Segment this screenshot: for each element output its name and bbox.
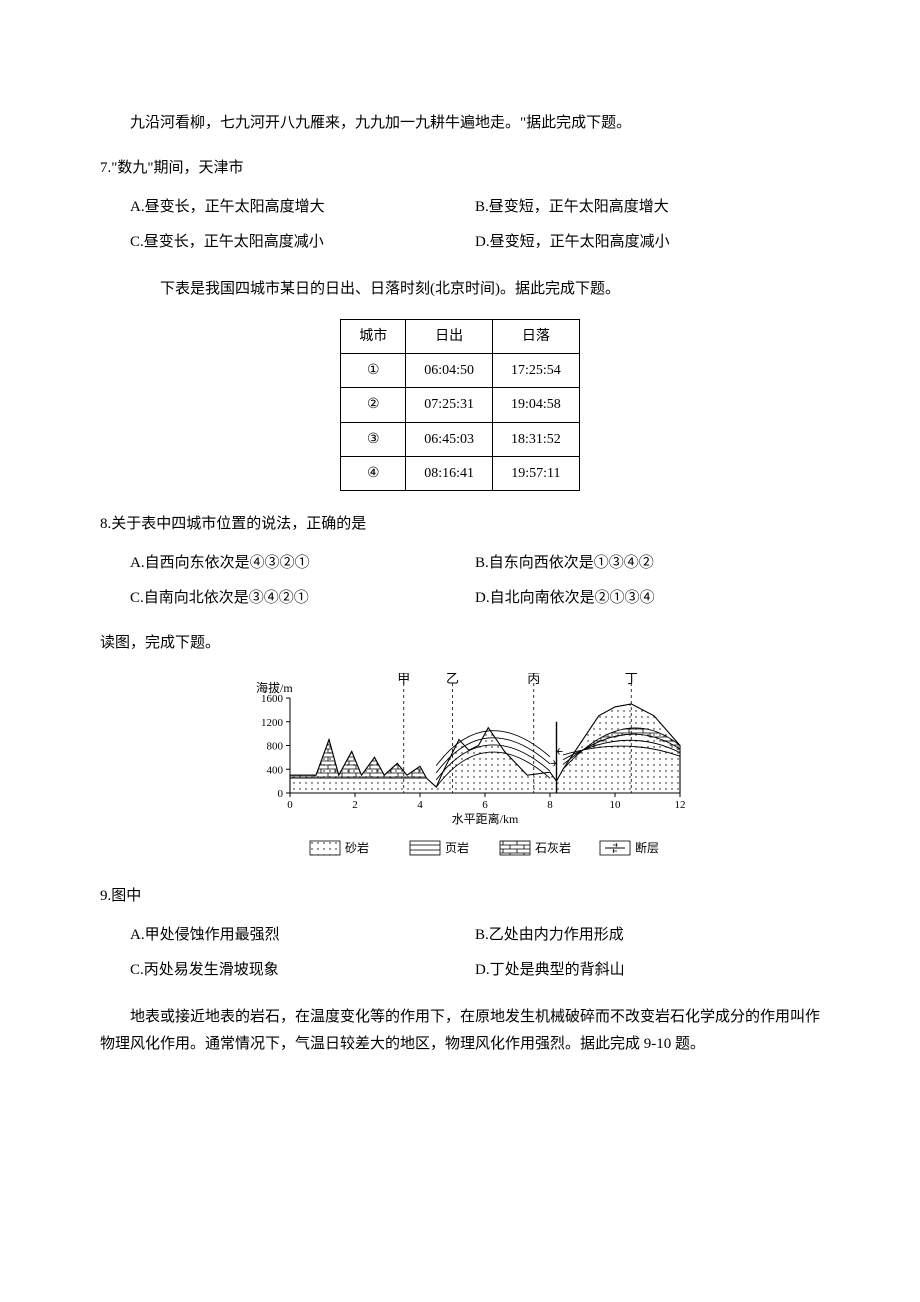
q8-choices-row2: C.自南向北依次是③④②① D.自北向南依次是②①③④ [100,585,820,612]
q7-choices-row2: C.昼变长，正午太阳高度减小 D.昼变短，正午太阳高度减小 [100,229,820,256]
q9-choices-row1: A.甲处侵蚀作用最强烈 B.乙处由内力作用形成 [100,922,820,949]
sunrise-table: 城市 日出 日落 ① 06:04:50 17:25:54 ② 07:25:31 … [340,319,580,491]
q9-stem: 9.图中 [100,883,820,910]
table-row: ④ 08:16:41 19:57:11 [341,456,580,490]
q7-choice-d: D.昼变短，正午太阳高度减小 [475,229,820,256]
svg-text:12: 12 [675,799,686,811]
svg-text:0: 0 [287,799,293,811]
cell-sunset: 18:31:52 [493,422,580,456]
q9-choice-a: A.甲处侵蚀作用最强烈 [130,922,475,949]
q8-choices-row1: A.自西向东依次是④③②① B.自东向西依次是①③④② [100,550,820,577]
intro-continued: 九沿河看柳，七九河开八九雁来，九九加一九耕牛遍地走。"据此完成下题。 [100,110,820,137]
cell-sunrise: 08:16:41 [406,456,493,490]
svg-text:砂岩: 砂岩 [345,840,369,855]
q9-choices-row2: C.丙处易发生滑坡现象 D.丁处是典型的背斜山 [100,957,820,984]
cell-city: ② [341,388,406,422]
cell-city: ④ [341,456,406,490]
svg-text:丙: 丙 [527,673,540,686]
th-sunset: 日落 [493,320,580,354]
q7-choice-a: A.昼变长，正午太阳高度增大 [130,194,475,221]
cell-city: ③ [341,422,406,456]
svg-text:乙: 乙 [446,673,459,686]
svg-text:10: 10 [610,799,622,811]
svg-text:石灰岩: 石灰岩 [535,840,571,855]
svg-text:海拔/m: 海拔/m [256,680,293,695]
cell-sunset: 19:04:58 [493,388,580,422]
svg-text:甲: 甲 [397,673,410,686]
th-city: 城市 [341,320,406,354]
sunrise-table-wrap: 城市 日出 日落 ① 06:04:50 17:25:54 ② 07:25:31 … [100,319,820,491]
cell-sunset: 19:57:11 [493,456,580,490]
q8-stem: 8.关于表中四城市位置的说法，正确的是 [100,511,820,538]
q9-choice-c: C.丙处易发生滑坡现象 [130,957,475,984]
q9-choice-d: D.丁处是典型的背斜山 [475,957,820,984]
svg-text:800: 800 [267,740,284,752]
q7-stem: 7."数九"期间，天津市 [100,155,820,182]
q8-intro: 下表是我国四城市某日的日出、日落时刻(北京时间)。据此完成下题。 [100,276,820,303]
svg-text:断层: 断层 [635,840,659,855]
svg-text:0: 0 [278,788,284,800]
svg-text:8: 8 [547,799,553,811]
q7-choice-b: B.昼变短，正午太阳高度增大 [475,194,820,221]
figure-intro: 读图，完成下题。 [100,630,820,657]
q9-choice-b: B.乙处由内力作用形成 [475,922,820,949]
svg-text:400: 400 [267,764,284,776]
q8-choice-c: C.自南向北依次是③④②① [130,585,475,612]
svg-text:2: 2 [352,799,358,811]
svg-text:丁: 丁 [625,673,638,686]
q7-choice-c: C.昼变长，正午太阳高度减小 [130,229,475,256]
cell-sunrise: 07:25:31 [406,388,493,422]
cell-sunrise: 06:04:50 [406,354,493,388]
table-row: ② 07:25:31 19:04:58 [341,388,580,422]
cell-sunrise: 06:45:03 [406,422,493,456]
svg-text:6: 6 [482,799,488,811]
table-header-row: 城市 日出 日落 [341,320,580,354]
q7-choices-row1: A.昼变长，正午太阳高度增大 B.昼变短，正午太阳高度增大 [100,194,820,221]
table-row: ① 06:04:50 17:25:54 [341,354,580,388]
cross-section-figure: 024681012040080012001600海拔/m水平距离/km甲乙丙丁砂… [100,673,820,863]
cell-city: ① [341,354,406,388]
table-row: ③ 06:45:03 18:31:52 [341,422,580,456]
svg-text:4: 4 [417,799,423,811]
svg-text:1200: 1200 [261,717,284,729]
q8-choice-d: D.自北向南依次是②①③④ [475,585,820,612]
q8-choice-b: B.自东向西依次是①③④② [475,550,820,577]
cell-sunset: 17:25:54 [493,354,580,388]
q10-intro: 地表或接近地表的岩石，在温度变化等的作用下，在原地发生机械破碎而不改变岩石化学成… [100,1004,820,1058]
svg-text:页岩: 页岩 [445,840,469,855]
cross-section-svg: 024681012040080012001600海拔/m水平距离/km甲乙丙丁砂… [220,673,700,863]
th-sunrise: 日出 [406,320,493,354]
q8-choice-a: A.自西向东依次是④③②① [130,550,475,577]
svg-text:水平距离/km: 水平距离/km [452,811,519,826]
